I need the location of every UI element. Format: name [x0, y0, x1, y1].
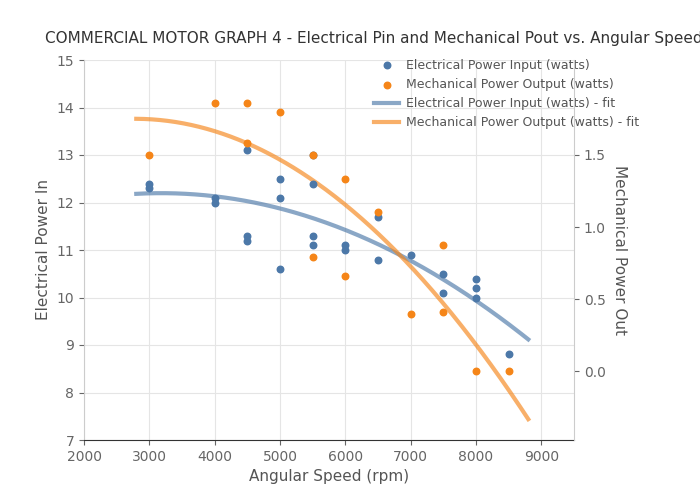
Electrical Power Input (watts) - fit — [157, 190, 165, 196]
Electrical Power Input (watts) - fit — [132, 191, 141, 197]
Electrical Power Input (watts) — [274, 175, 286, 183]
Electrical Power Input (watts) — [144, 180, 155, 188]
Electrical Power Input (watts) — [340, 241, 351, 249]
Electrical Power Input (watts) — [307, 180, 318, 188]
Line: Electrical Power Input (watts) - fit: Electrical Power Input (watts) - fit — [136, 193, 528, 340]
Electrical Power Input (watts) — [372, 213, 384, 221]
Electrical Power Input (watts) - fit — [418, 264, 426, 270]
Mechanical Power Output (watts) — [470, 367, 482, 375]
Electrical Power Input (watts) — [372, 256, 384, 264]
Electrical Power Input (watts) — [274, 265, 286, 273]
Mechanical Power Output (watts) — [438, 308, 449, 316]
Electrical Power Input (watts) — [307, 241, 318, 249]
Mechanical Power Output (watts) — [438, 241, 449, 249]
Mechanical Power Output (watts) - fit — [287, 164, 295, 170]
Mechanical Power Output (watts) - fit — [379, 235, 387, 241]
Mechanical Power Output (watts) - fit — [179, 120, 188, 126]
Electrical Power Input (watts) - fit — [416, 263, 424, 269]
Electrical Power Input (watts) — [503, 350, 514, 358]
Electrical Power Input (watts) — [241, 232, 253, 240]
Electrical Power Input (watts) — [209, 194, 220, 202]
Electrical Power Input (watts) — [405, 251, 416, 259]
Mechanical Power Output (watts) — [340, 272, 351, 280]
Mechanical Power Output (watts) — [274, 108, 286, 116]
Mechanical Power Output (watts) — [307, 253, 318, 261]
Electrical Power Input (watts) - fit — [261, 202, 270, 208]
Mechanical Power Output (watts) — [405, 310, 416, 318]
Electrical Power Input (watts) — [307, 232, 318, 240]
Mechanical Power Output (watts) — [372, 208, 384, 216]
Line: Mechanical Power Output (watts) - fit: Mechanical Power Output (watts) - fit — [136, 119, 528, 419]
Electrical Power Input (watts) — [241, 236, 253, 244]
Mechanical Power Output (watts) - fit — [132, 116, 141, 122]
Electrical Power Input (watts) — [470, 284, 482, 292]
Electrical Power Input (watts) — [274, 194, 286, 202]
Mechanical Power Output (watts) — [209, 99, 220, 107]
Electrical Power Input (watts) — [470, 294, 482, 302]
Mechanical Power Output (watts) — [340, 175, 351, 183]
Text: COMMERCIAL MOTOR GRAPH 4 - Electrical Pin and Mechanical Pout vs. Angular Speed: COMMERCIAL MOTOR GRAPH 4 - Electrical Pi… — [45, 32, 700, 46]
Electrical Power Input (watts) — [241, 146, 253, 154]
Mechanical Power Output (watts) — [241, 99, 253, 107]
Mechanical Power Output (watts) - fit — [524, 416, 533, 422]
Electrical Power Input (watts) - fit — [524, 336, 533, 342]
Mechanical Power Output (watts) — [503, 367, 514, 375]
Mechanical Power Output (watts) — [144, 151, 155, 159]
Mechanical Power Output (watts) - fit — [260, 148, 268, 154]
Mechanical Power Output (watts) — [241, 139, 253, 147]
Mechanical Power Output (watts) — [307, 151, 318, 159]
Electrical Power Input (watts) — [438, 270, 449, 278]
Electrical Power Input (watts) — [144, 184, 155, 192]
Electrical Power Input (watts) — [209, 198, 220, 206]
Mechanical Power Output (watts) - fit — [415, 272, 424, 278]
Electrical Power Input (watts) - fit — [180, 191, 188, 197]
Electrical Power Input (watts) - fit — [288, 209, 297, 215]
Electrical Power Input (watts) — [438, 288, 449, 296]
Electrical Power Input (watts) — [307, 151, 318, 159]
Electrical Power Input (watts) - fit — [379, 244, 388, 250]
Legend: Electrical Power Input (watts), Mechanical Power Output (watts), Electrical Powe: Electrical Power Input (watts), Mechanic… — [374, 58, 639, 130]
Electrical Power Input (watts) — [470, 274, 482, 282]
Electrical Power Input (watts) — [340, 246, 351, 254]
Y-axis label: Mechanical Power Out: Mechanical Power Out — [612, 165, 626, 335]
Y-axis label: Electrical Power In: Electrical Power In — [36, 180, 51, 320]
Mechanical Power Output (watts) - fit — [417, 275, 426, 281]
X-axis label: Angular Speed (rpm): Angular Speed (rpm) — [249, 470, 409, 484]
